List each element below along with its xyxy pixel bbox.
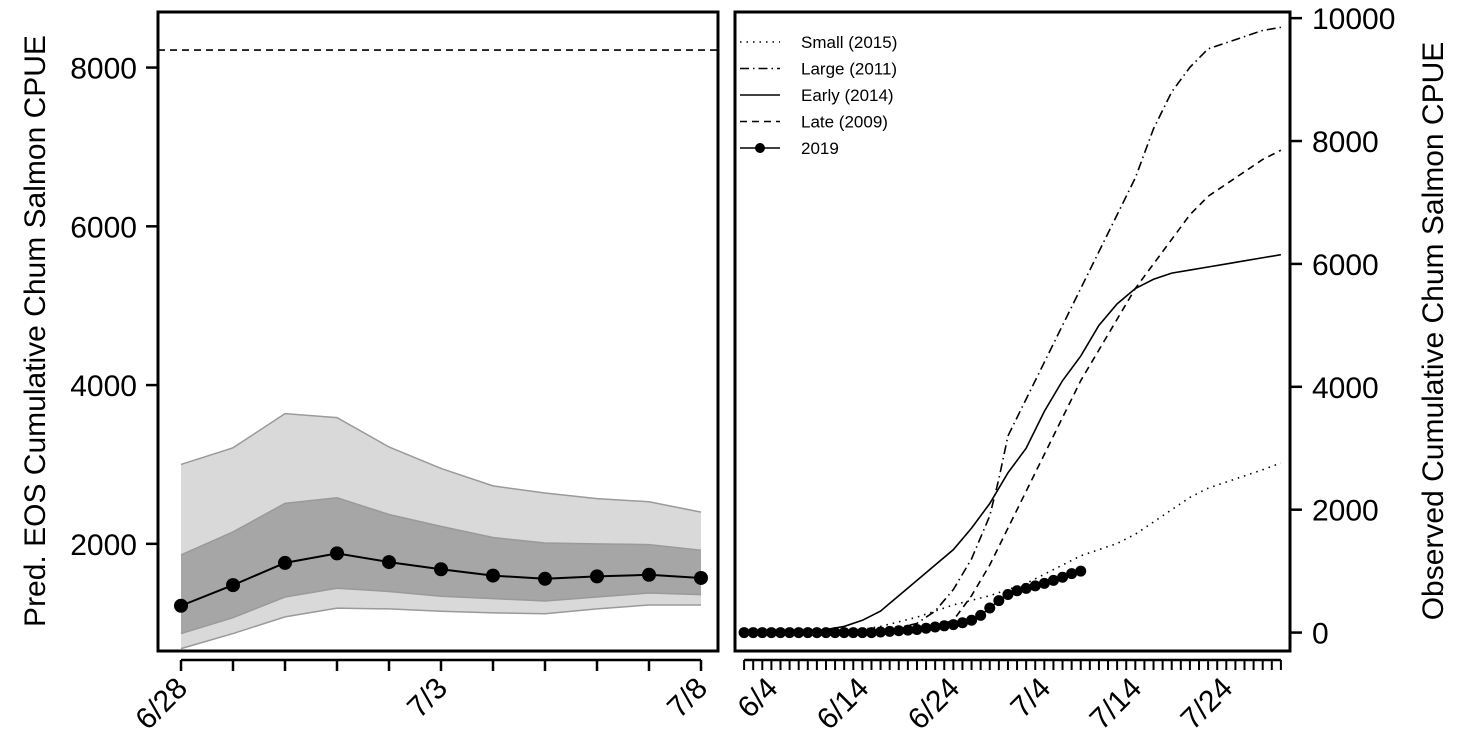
right-x-tick-label: 6/14 <box>811 672 876 736</box>
prediction-point <box>330 546 344 561</box>
prediction-point <box>434 562 448 577</box>
outer-interval-band-upper-edge <box>180 412 702 513</box>
right-plot-frame <box>733 10 1292 653</box>
legend: Small (2015) Large (2011) Early (2014) Late… <box>740 33 897 158</box>
right-plot-area <box>738 26 1282 639</box>
series-2019-point <box>856 627 868 639</box>
series-2019-point <box>902 624 914 636</box>
series-2019-point <box>875 626 887 638</box>
right-y-tick-label: 0 <box>1312 618 1329 651</box>
series-2019-point <box>1020 582 1032 594</box>
right-x-tick-label: 7/14 <box>1084 672 1149 736</box>
right-y-axis-title: Observed Cumulative Chum Salmon CPUE <box>1417 42 1450 621</box>
series-early-2014-line <box>744 253 1282 634</box>
series-2019-point <box>847 627 859 639</box>
left-y-axis: 2000 4000 6000 8000 <box>70 53 160 562</box>
series-2019-point <box>865 627 877 639</box>
right-y-tick-label: 2000 <box>1312 495 1379 528</box>
series-2019-point <box>911 623 923 635</box>
prediction-point <box>174 598 188 613</box>
series-2019-point <box>966 614 978 626</box>
series-2019-point <box>811 627 823 639</box>
prediction-point <box>590 569 604 584</box>
series-2019-point <box>1066 568 1078 580</box>
legend-label: Early (2014) <box>801 86 894 105</box>
prediction-point <box>278 555 292 570</box>
legend-label: Small (2015) <box>801 33 897 52</box>
left-x-axis: 6/28 7/3 7/8 <box>129 658 714 736</box>
right-x-tick-label: 7/24 <box>1175 672 1240 736</box>
series-2019-line <box>744 570 1081 634</box>
series-2019-point <box>738 627 750 639</box>
legend-label: Late (2009) <box>801 113 888 132</box>
left-panel: Pred. EOS Cumulative Chum Salmon CPUE 20… <box>19 10 720 736</box>
series-2019-point <box>1038 577 1050 589</box>
outer-interval-band-lower-edge <box>180 604 701 650</box>
series-2019-point <box>920 622 932 634</box>
series-large-2011-line <box>744 26 1282 634</box>
series-2019-point <box>938 620 950 632</box>
left-x-tick-label: 6/28 <box>129 672 194 736</box>
right-y-tick-label: 4000 <box>1312 372 1379 405</box>
inner-interval-band-lower-edge <box>180 587 702 635</box>
series-2019-point <box>893 625 905 637</box>
series-2019-point <box>1002 588 1014 600</box>
series-2019-point <box>1075 565 1087 577</box>
left-plot-area <box>158 49 718 650</box>
series-2019-point <box>1057 571 1069 583</box>
series-2019-point <box>1011 585 1023 597</box>
right-x-tick-label: 6/24 <box>902 672 967 736</box>
series-2019-point <box>784 627 796 639</box>
prediction-point <box>642 567 656 582</box>
right-x-tick-label: 6/4 <box>732 672 785 725</box>
legend-label: Large (2011) <box>801 60 897 79</box>
series-small-2015-line <box>744 462 1282 634</box>
series-2019-point <box>802 627 814 639</box>
right-x-axis: 6/4 6/14 6/24 7/4 7/14 7/24 <box>732 658 1282 736</box>
series-2019-point <box>1047 574 1059 586</box>
right-y-tick-label: 10000 <box>1312 3 1395 36</box>
prediction-point <box>382 555 396 570</box>
prediction-point <box>226 578 240 593</box>
left-y-tick-label: 2000 <box>70 529 137 562</box>
series-2019-point <box>929 621 941 633</box>
right-y-tick-label: 8000 <box>1312 126 1379 159</box>
legend-label: 2019 <box>801 139 839 158</box>
series-2019-point <box>756 627 768 639</box>
left-x-tick-label: 7/8 <box>661 672 714 725</box>
series-2019-point <box>838 627 850 639</box>
series-2019-point <box>884 625 896 637</box>
series-late-2009-line <box>744 149 1282 634</box>
series-2019-point <box>793 627 805 639</box>
inner-interval-band-upper-edge <box>180 497 702 556</box>
right-y-axis: 0 2000 4000 6000 8000 10000 <box>1288 3 1395 651</box>
series-2019-point <box>993 595 1005 607</box>
left-y-tick-label: 4000 <box>70 370 137 403</box>
left-plot-frame <box>156 10 720 653</box>
right-y-tick-label: 6000 <box>1312 249 1379 282</box>
series-2019-point <box>947 619 959 631</box>
series-2019-point <box>1029 580 1041 592</box>
series-2019-point <box>774 627 786 639</box>
prediction-point <box>538 571 552 586</box>
left-y-axis-title: Pred. EOS Cumulative Chum Salmon CPUE <box>19 35 52 627</box>
right-x-tick-label: 7/4 <box>1004 672 1057 725</box>
series-2019-point <box>765 627 777 639</box>
left-x-tick-label: 7/3 <box>401 672 454 725</box>
legend-swatch-point <box>755 143 765 153</box>
series-2019-point <box>747 627 759 639</box>
right-panel: Observed Cumulative Chum Salmon CPUE 0 20… <box>732 3 1450 736</box>
series-2019-point <box>956 617 968 629</box>
series-2019-point <box>975 609 987 621</box>
series-2019-point <box>829 627 841 639</box>
prediction-point <box>486 568 500 583</box>
series-2019-point <box>820 627 832 639</box>
left-y-tick-label: 8000 <box>70 53 137 86</box>
series-2019-point <box>984 602 996 614</box>
left-y-tick-label: 6000 <box>70 211 137 244</box>
prediction-point <box>694 570 708 585</box>
